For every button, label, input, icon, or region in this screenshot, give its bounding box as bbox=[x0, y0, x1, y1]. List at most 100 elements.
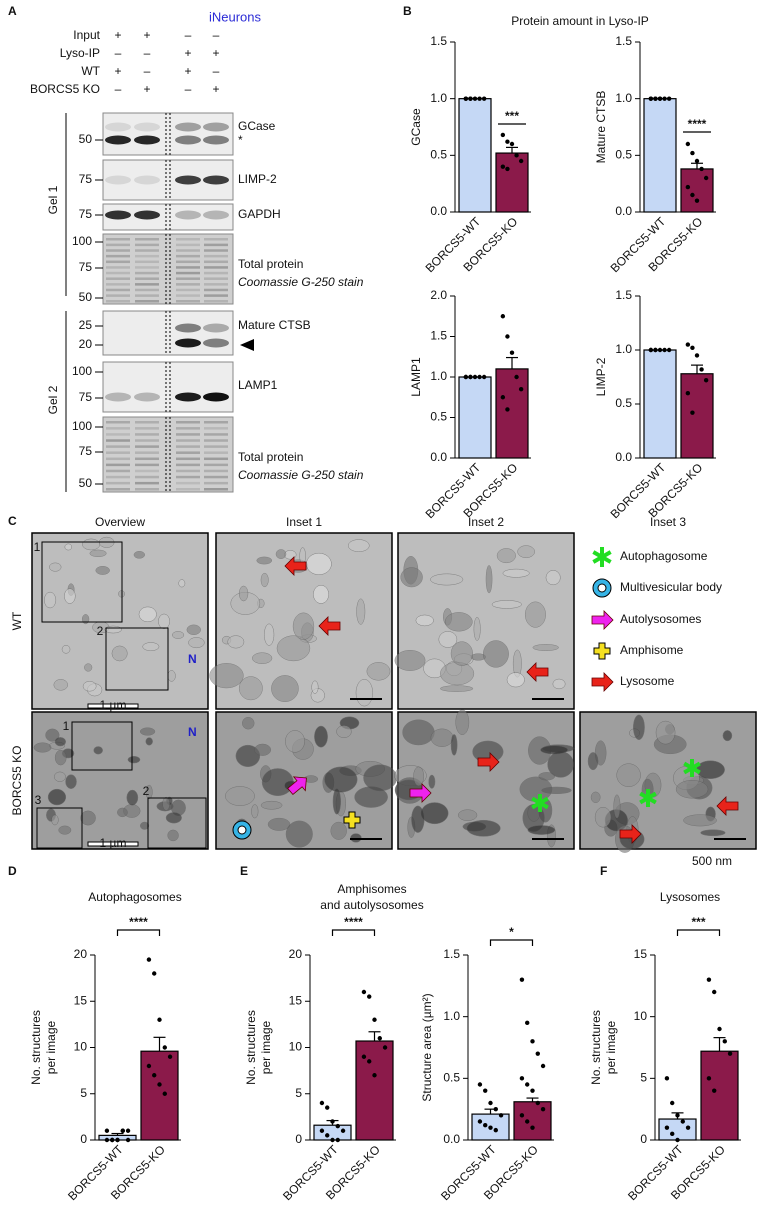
y-tick-label: 0.5 bbox=[615, 148, 632, 162]
significance: * bbox=[509, 925, 514, 939]
row-label: BORCS5 KO bbox=[10, 745, 24, 815]
data-point bbox=[488, 1100, 493, 1106]
em-organelle bbox=[545, 570, 561, 586]
y-tick-label: 0.5 bbox=[430, 148, 447, 162]
em-organelle bbox=[45, 728, 60, 742]
panel-label: B bbox=[403, 4, 412, 18]
protein-band bbox=[135, 283, 159, 286]
bar bbox=[680, 373, 714, 459]
y-tick-label: 15 bbox=[289, 993, 303, 1007]
protein-band bbox=[176, 266, 200, 269]
bar bbox=[700, 1050, 739, 1141]
em-organelle bbox=[80, 810, 96, 826]
em-organelle bbox=[186, 624, 201, 635]
data-point bbox=[699, 166, 704, 172]
data-point bbox=[146, 1063, 152, 1069]
band bbox=[175, 210, 201, 220]
protein-band bbox=[135, 266, 159, 269]
blot-label: Total protein bbox=[238, 450, 303, 464]
data-point bbox=[530, 1125, 535, 1130]
mw-marker: 25 bbox=[79, 318, 93, 332]
protein-band bbox=[135, 300, 159, 303]
protein-band bbox=[176, 243, 200, 247]
y-tick-label: 2.0 bbox=[430, 288, 447, 302]
condition-sign: – bbox=[144, 64, 151, 78]
y-tick-label: 0.0 bbox=[615, 204, 632, 218]
protein-band bbox=[176, 439, 200, 442]
em-organelle bbox=[260, 800, 283, 810]
em-organelle bbox=[133, 551, 146, 559]
data-point bbox=[540, 1106, 546, 1112]
protein-band bbox=[204, 433, 228, 436]
band bbox=[203, 392, 229, 402]
protein-band bbox=[106, 254, 130, 258]
protein-band bbox=[176, 288, 200, 292]
em-organelle bbox=[455, 709, 470, 735]
em-organelle bbox=[696, 760, 725, 779]
condition-sign: + bbox=[114, 28, 121, 42]
arrow-icon bbox=[409, 783, 432, 803]
chart-title: Lysosomes bbox=[660, 890, 720, 904]
em-organelle bbox=[506, 672, 525, 688]
data-point bbox=[685, 1125, 691, 1130]
data-point bbox=[483, 1123, 488, 1128]
em-organelle bbox=[440, 685, 474, 692]
em-organelle bbox=[394, 649, 426, 671]
data-point bbox=[690, 410, 695, 415]
band bbox=[105, 135, 131, 145]
band bbox=[105, 392, 131, 402]
y-axis-label: Mature CTSB bbox=[594, 91, 608, 164]
em-organelle bbox=[496, 548, 516, 564]
em-organelle bbox=[450, 734, 458, 756]
data-point bbox=[514, 153, 519, 158]
y-axis-label: per image bbox=[604, 1021, 618, 1075]
band-arrow bbox=[240, 339, 254, 351]
protein-band bbox=[204, 475, 228, 479]
protein-band bbox=[176, 238, 200, 241]
em-organelle bbox=[256, 556, 273, 565]
em-organelle bbox=[420, 802, 449, 825]
data-point bbox=[675, 1137, 680, 1143]
data-point bbox=[340, 1128, 346, 1133]
data-point bbox=[694, 158, 700, 164]
data-point bbox=[685, 391, 691, 396]
y-tick-label: 1.5 bbox=[615, 34, 632, 48]
band bbox=[203, 135, 229, 145]
data-point bbox=[335, 1123, 340, 1129]
band bbox=[105, 210, 131, 220]
em-organelle bbox=[82, 538, 101, 551]
em-organelle bbox=[188, 637, 205, 649]
data-point bbox=[361, 989, 367, 995]
data-point bbox=[115, 1137, 120, 1143]
asterisk-icon bbox=[639, 791, 657, 805]
em-organelle bbox=[633, 714, 645, 740]
band-note: * bbox=[238, 133, 243, 147]
condition-sign: – bbox=[115, 46, 122, 60]
y-tick-label: 0.0 bbox=[430, 204, 447, 218]
y-axis-label: GCase bbox=[409, 108, 423, 146]
em-organelle bbox=[594, 806, 612, 828]
em-organelle bbox=[238, 585, 249, 602]
blot bbox=[102, 112, 234, 156]
panel-label: F bbox=[600, 864, 607, 878]
arrow-icon bbox=[591, 672, 614, 692]
inset-box bbox=[41, 541, 123, 623]
data-point bbox=[477, 1119, 483, 1124]
bar bbox=[355, 1040, 394, 1141]
protein-band bbox=[106, 433, 130, 436]
y-tick-label: 1.0 bbox=[443, 1009, 460, 1023]
data-point bbox=[509, 141, 515, 147]
data-point bbox=[535, 1100, 540, 1106]
nucleus-label: N bbox=[188, 652, 197, 666]
y-tick-label: 5 bbox=[80, 1086, 87, 1100]
arrow-icon bbox=[619, 824, 642, 844]
data-point bbox=[662, 347, 667, 353]
condition-label: WT bbox=[81, 64, 100, 78]
protein-band bbox=[106, 427, 130, 430]
gel-label: Gel 2 bbox=[46, 385, 60, 414]
data-point bbox=[657, 96, 663, 101]
mw-marker: 100 bbox=[72, 364, 92, 378]
em-organelle bbox=[552, 678, 566, 690]
em-organelle bbox=[64, 588, 76, 604]
data-point bbox=[525, 1119, 530, 1124]
